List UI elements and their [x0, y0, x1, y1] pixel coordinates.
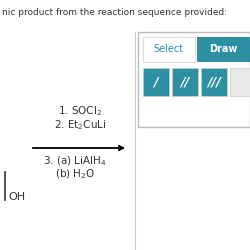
Text: nic product from the reaction sequence provided:: nic product from the reaction sequence p…: [2, 8, 227, 17]
Bar: [138, 32, 250, 127]
Text: 3. (a) LiAlH$_4$: 3. (a) LiAlH$_4$: [43, 154, 107, 168]
Bar: [143, 37, 195, 62]
Text: 2. Et$_2$CuLi: 2. Et$_2$CuLi: [54, 118, 106, 132]
Bar: [201, 68, 227, 96]
Text: Draw: Draw: [209, 44, 238, 54]
Bar: [196, 37, 250, 62]
Text: (b) H$_2$O: (b) H$_2$O: [55, 167, 95, 180]
FancyArrowPatch shape: [33, 146, 123, 150]
Bar: [172, 68, 198, 96]
Text: 1. SOCl$_2$: 1. SOCl$_2$: [58, 104, 102, 118]
Bar: [143, 68, 169, 96]
Text: Select: Select: [154, 44, 184, 54]
Text: //: //: [180, 76, 190, 88]
Bar: [230, 68, 250, 96]
Text: ///: ///: [207, 76, 221, 88]
Text: OH: OH: [8, 192, 25, 202]
Text: /: /: [154, 76, 158, 88]
